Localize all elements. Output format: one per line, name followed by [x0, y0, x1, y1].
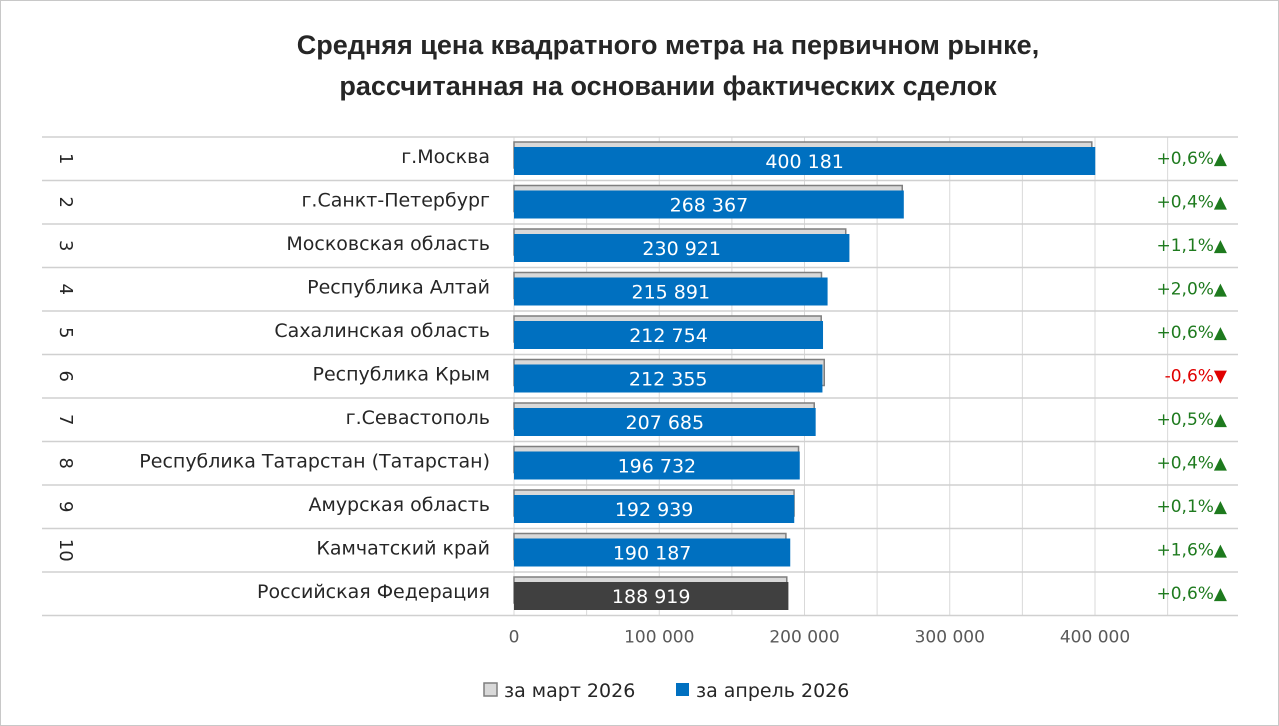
table-row: 7 г.Севастополь 207 685 +0,5%▲: [55, 402, 1228, 436]
bar-value-label: 207 685: [626, 412, 705, 434]
change-label: -0,6%▼: [1165, 366, 1228, 386]
change-label: +0,1%▲: [1156, 497, 1227, 517]
bar-value-label: 196 732: [618, 456, 697, 478]
change-label: +0,5%▲: [1156, 410, 1227, 430]
bar-value-label: 212 754: [629, 325, 708, 347]
region-label: Республика Алтай: [307, 276, 490, 298]
region-label: Российская Федерация: [257, 581, 490, 603]
chart-rows: 1 г.Москва 400 181 +0,6%▲ 2 г.Санкт-Петербург…: [55, 141, 1228, 610]
bar-value-label: 188 919: [612, 586, 691, 608]
table-row: 3 Московская область 230 921 +1,1%▲: [55, 228, 1228, 262]
bar-april: [514, 364, 823, 393]
change-label: +0,4%▲: [1156, 192, 1227, 212]
change-label: +2,0%▲: [1156, 279, 1227, 299]
region-label: Московская область: [286, 233, 490, 255]
bar-value-label: 192 939: [615, 499, 694, 521]
legend-label-march: за март 2026: [504, 680, 635, 702]
chart-title-line-1: Средняя цена квадратного метра на первич…: [297, 30, 1039, 60]
bar-april: [514, 582, 789, 610]
bar-april: [514, 538, 791, 567]
rank-label: 10: [55, 539, 76, 562]
table-row: 5 Сахалинская область 212 754 +0,6%▲: [55, 315, 1228, 349]
legend-swatch-april: [676, 683, 689, 696]
rank-label: 6: [55, 371, 76, 382]
rank-label: 1: [55, 153, 76, 164]
change-label: +1,1%▲: [1156, 236, 1227, 256]
region-label: г.Севастополь: [346, 407, 490, 429]
x-tick-label: 0: [509, 628, 520, 648]
change-label: +0,6%▲: [1156, 323, 1227, 343]
region-label: Республика Татарстан (Татарстан): [139, 450, 490, 472]
table-row: 2 г.Санкт-Петербург 268 367 +0,4%▲: [55, 184, 1228, 219]
bar-value-label: 400 181: [765, 151, 844, 173]
region-label: г.Москва: [401, 146, 490, 168]
table-row: 9 Амурская область 192 939 +0,1%▲: [55, 489, 1228, 523]
bar-april: [514, 495, 795, 523]
rank-label: 8: [55, 458, 76, 469]
change-label: +0,4%▲: [1156, 453, 1227, 473]
table-row: 1 г.Москва 400 181 +0,6%▲: [55, 141, 1228, 175]
table-row: 4 Республика Алтай 215 891 +2,0%▲: [55, 271, 1228, 306]
rank-label: 7: [55, 414, 76, 425]
legend-label-april: за апрель 2026: [696, 680, 849, 702]
region-label: Амурская область: [308, 494, 490, 516]
rank-label: 2: [55, 197, 76, 208]
change-label: +0,6%▲: [1156, 149, 1227, 169]
x-tick-label: 300 000: [915, 628, 985, 648]
x-axis: 0 100 000 200 000 300 000 400 000: [509, 628, 1131, 648]
change-label: +0,6%▲: [1156, 584, 1227, 604]
bar-april: [514, 234, 850, 262]
rank-label: 9: [55, 501, 76, 512]
x-tick-label: 100 000: [624, 628, 694, 648]
bar-value-label: 230 921: [642, 238, 721, 260]
table-row: Российская Федерация 188 919 +0,6%▲: [257, 576, 1228, 610]
region-label: Сахалинская область: [274, 320, 490, 342]
change-label: +1,6%▲: [1156, 540, 1227, 560]
rank-label: 4: [55, 284, 76, 295]
bar-value-label: 215 891: [632, 282, 711, 304]
legend-swatch-march: [483, 682, 498, 697]
rank-label: 5: [55, 327, 76, 338]
region-label: Республика Крым: [312, 363, 490, 385]
bar-value-label: 190 187: [613, 543, 692, 565]
region-label: Камчатский край: [316, 537, 490, 559]
table-row: 8 Республика Татарстан (Татарстан) 196 732…: [55, 445, 1228, 480]
rank-label: 3: [55, 240, 76, 251]
bar-april: [514, 147, 1096, 175]
bar-april: [514, 321, 824, 349]
region-label: г.Санкт-Петербург: [301, 189, 490, 211]
bar-value-label: 268 367: [670, 195, 749, 217]
x-tick-label: 400 000: [1060, 628, 1130, 648]
bar-april: [514, 408, 816, 436]
chart-title-line-2: рассчитанная на основании фактических сд…: [339, 71, 997, 101]
x-tick-label: 200 000: [769, 628, 839, 648]
bar-april: [514, 451, 800, 480]
bar-april: [514, 190, 904, 219]
bar-value-label: 212 355: [629, 369, 708, 391]
table-row: 6 Республика Крым 212 355 -0,6%▼: [55, 358, 1228, 393]
table-row: 10 Камчатский край 190 187 +1,6%▲: [55, 532, 1228, 567]
legend: за март 2026 за апрель 2026: [483, 680, 849, 702]
bar-april: [514, 277, 828, 306]
